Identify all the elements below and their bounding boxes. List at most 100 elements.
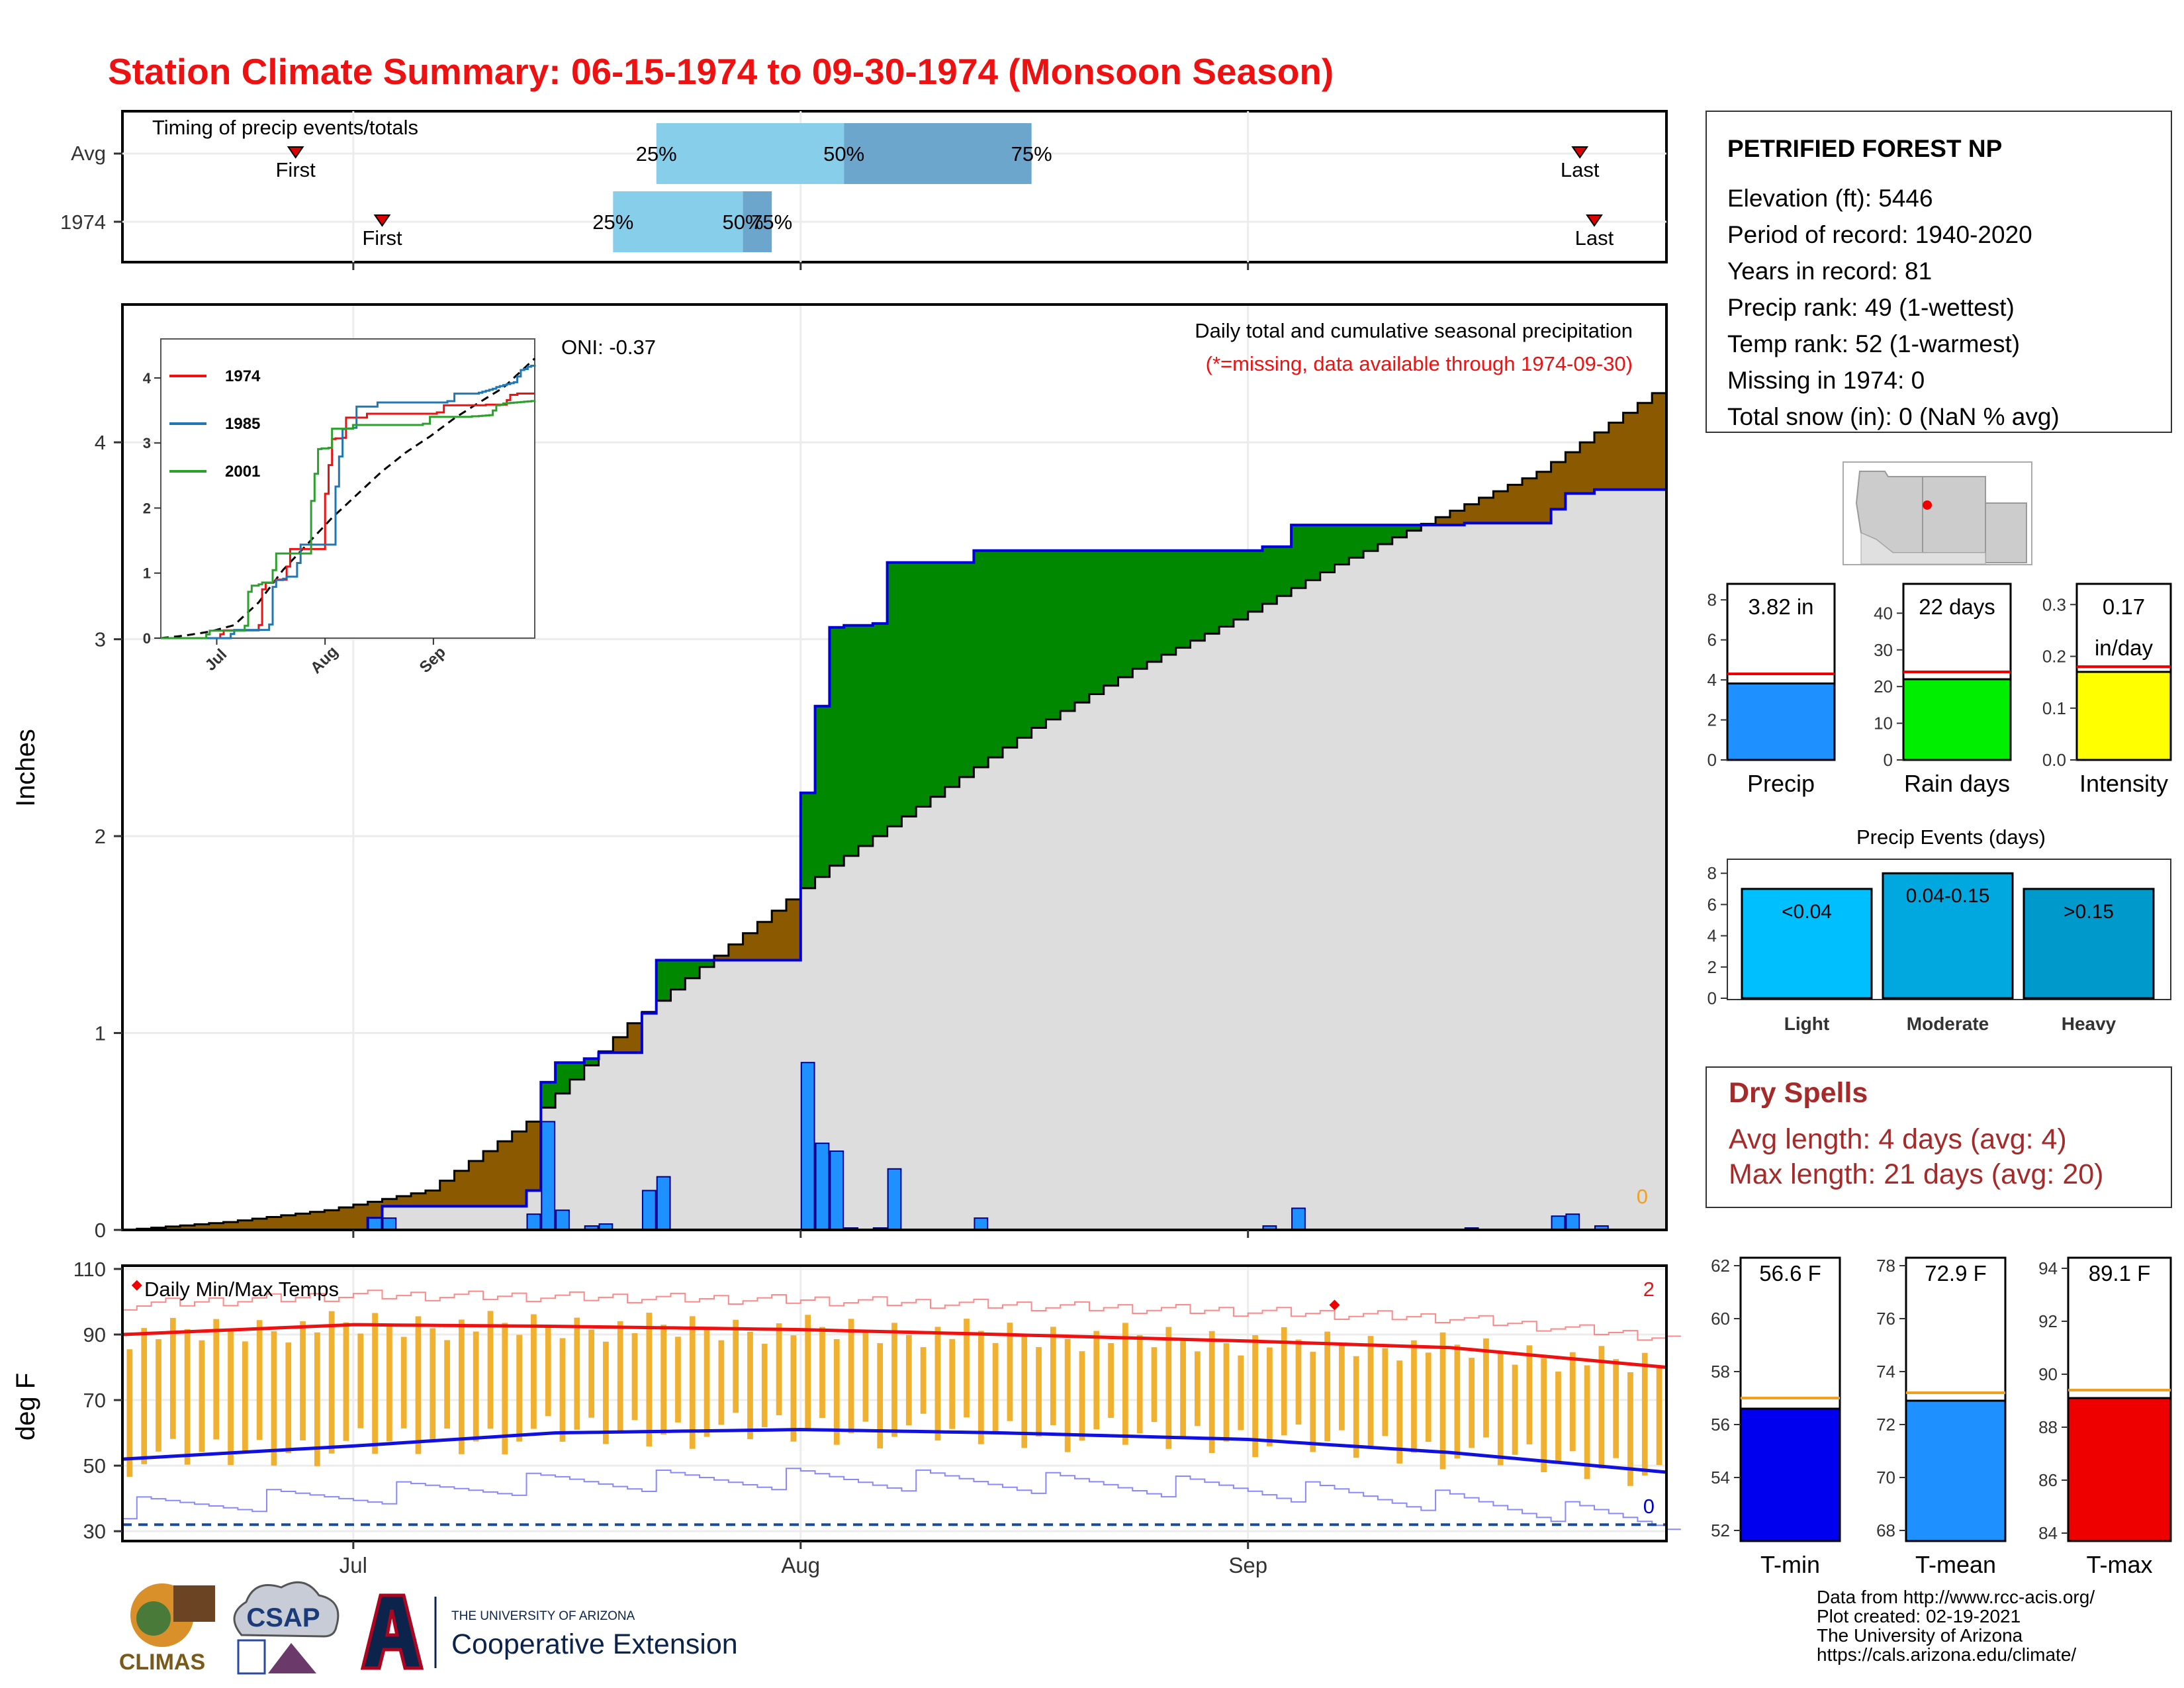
daily-temp-bar [992,1342,999,1433]
daily-temp-bar [430,1328,436,1442]
daily-precip-bar [887,1168,902,1231]
station-line: Total snow (in): 0 (NaN % avg) [1727,403,2060,430]
inset-legend-label: 2001 [225,463,260,481]
summary-bar-y-tick-label: 10 [1874,714,1893,733]
precip-panel-frame [121,303,1668,1231]
temp-bar-name: T-min [1760,1551,1820,1578]
daily-temp-bar [1136,1335,1143,1434]
station-info-box: PETRIFIED FOREST NP Elevation (ft): 5446… [1706,111,2172,433]
daily-temp-bar [949,1338,956,1429]
timing-q25-label: 25% [636,142,677,165]
csap-logo: CSAP [233,1581,340,1675]
temp-bar-name: T-mean [1915,1551,1996,1578]
daily-temp-bar [1569,1352,1576,1452]
new-mexico-shape [1922,476,1986,553]
daily-temp-bar [905,1335,912,1426]
precip-caption: Daily total and cumulative seasonal prec… [1195,319,1633,342]
daily-temp-bar [1526,1345,1533,1444]
precip-y-axis: 0 1 2 3 4 [95,431,122,1242]
dry-spells-avg: Avg length: 4 days (avg: 4) [1729,1123,2067,1155]
summary-bar-name: Rain days [1904,770,2010,797]
summary-bar-y-tick-label: 20 [1874,677,1893,696]
temp-bar-value [2067,1397,2172,1542]
daily-precip-bar [555,1209,570,1231]
events-category-label: Heavy [2062,1013,2116,1034]
daily-temp-bar [1295,1339,1302,1425]
climas-logo-text: CLIMAS [119,1650,205,1675]
temp-bar-y-tick-label: 84 [2038,1523,2058,1543]
credit-line: https://cals.arizona.edu/climate/ [1817,1644,2076,1665]
temp-bar-y-tick-label: 70 [1876,1468,1895,1487]
precip-events-chart: Precip Events (days) 0 2 4 6 8 <0.04 Light 0.04… [1707,825,2171,1034]
summary-bar-y-tick-label: 30 [1874,640,1893,660]
summary-bar-y-tick-label: 2 [1707,710,1717,730]
dry-spells-box: Dry Spells Avg length: 4 days (avg: 4) M… [1706,1066,2172,1208]
daily-temp-bar [1613,1359,1619,1458]
daily-temp-bar [776,1323,782,1415]
temp-y-tick-label: 50 [83,1454,106,1477]
record-max-marker [1329,1299,1340,1311]
precip-y-tick-label: 4 [95,431,106,454]
daily-temp-bar [1627,1372,1633,1486]
missing-count: 0 [1637,1185,1648,1208]
inset-legend-label: 1985 [225,415,260,433]
daily-temp-bar [199,1340,205,1452]
events-y-tick-label: 4 [1707,926,1717,946]
events-y-tick-label: 2 [1707,957,1717,977]
timing-q75-label: 75% [751,211,792,234]
daily-temp-bar [574,1317,580,1430]
daily-temp-bar [271,1331,277,1466]
daily-temp-bar [487,1311,494,1429]
summary-bar-name: Intensity [2079,770,2168,797]
daily-temp-bar [1208,1331,1215,1454]
daily-temp-bar [1151,1347,1158,1423]
daily-temp-bar [704,1328,710,1437]
dry-spells-max: Max length: 21 days (avg: 20) [1729,1158,2103,1190]
temp-y-label: deg F [11,1373,40,1440]
daily-temp-bar [516,1335,522,1442]
daily-temp-bar [531,1314,537,1429]
credits: Data from http://www.rcc-acis.org/ Plot … [1817,1587,2095,1665]
daily-temp-bar [588,1329,594,1418]
events-bar [1882,872,2014,1000]
daily-temp-bar [1064,1338,1071,1452]
temp-bar-label: 56.6 F [1759,1261,1821,1286]
climas-logo-globe [136,1601,171,1636]
daily-temp-bar [156,1339,161,1452]
csap-logo-bars [237,1639,266,1675]
precip-y-tick-label: 2 [95,825,106,848]
daily-temp-bar [228,1330,234,1466]
timing-row-label-avg: Avg [71,142,106,165]
summary-bar-charts: 0 2 4 6 8 3.82 in Precip 0 10 20 30 40 22 days Rain d… [1707,583,2172,797]
inset-y-tick-label: 4 [143,370,152,387]
summary-bar-y-tick-label: 40 [1874,603,1893,623]
daily-temp-bar [833,1339,840,1445]
daily-precip-bar [367,1217,383,1231]
daily-temp-bar [1238,1355,1244,1430]
summary-bar-name: Precip [1747,770,1815,797]
temp-y-tick-label: 70 [83,1389,106,1412]
credit-line: Data from http://www.rcc-acis.org/ [1817,1587,2095,1607]
daily-temp-bar [733,1319,739,1413]
ua-block-a [360,1593,424,1670]
timing-q50-label: 50% [723,211,764,234]
timing-first-label: First [276,158,316,181]
daily-precip-bar [526,1213,541,1231]
events-title: Precip Events (days) [1856,825,2046,849]
precip-missing-note: (*=missing, data available through 1974-… [1206,352,1633,375]
daily-temp-bar [805,1315,811,1430]
temp-bar-name: T-max [2086,1551,2152,1578]
daily-temp-bar [169,1317,176,1439]
precip-areas [122,383,1668,1231]
summary-bar-y-tick-label: 0.3 [2042,594,2066,614]
daily-temp-bar [1584,1365,1590,1479]
daily-temp-bar [617,1321,623,1432]
temp-y-axis: 30 50 70 90 110 [73,1258,122,1543]
daily-temp-bar [1310,1352,1316,1452]
timing-q50-label: 50% [823,142,864,165]
daily-temp-bar [1050,1327,1056,1425]
daily-temp-bar [300,1321,306,1440]
timing-first-label: First [362,226,402,250]
daily-temp-bar [1339,1344,1345,1430]
daily-temp-bar [1007,1323,1013,1421]
